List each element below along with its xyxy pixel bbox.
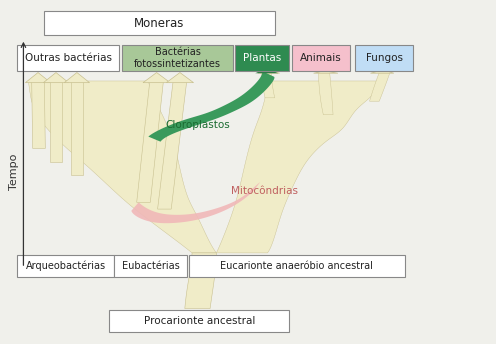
Polygon shape	[43, 73, 68, 83]
FancyBboxPatch shape	[17, 255, 114, 277]
Polygon shape	[32, 81, 45, 148]
Polygon shape	[137, 81, 163, 202]
Polygon shape	[258, 70, 280, 73]
Polygon shape	[261, 73, 275, 98]
Polygon shape	[370, 73, 390, 101]
Text: Bactérias
fotossintetizantes: Bactérias fotossintetizantes	[134, 47, 221, 68]
Polygon shape	[158, 81, 187, 209]
FancyBboxPatch shape	[17, 45, 119, 71]
Text: Eucarionte anaeróbio ancestral: Eucarionte anaeróbio ancestral	[220, 260, 373, 270]
Text: Fungos: Fungos	[366, 53, 403, 63]
FancyBboxPatch shape	[236, 45, 289, 71]
Polygon shape	[50, 81, 62, 162]
Text: Plantas: Plantas	[243, 53, 281, 63]
Polygon shape	[216, 81, 379, 253]
Text: Mitocôndrias: Mitocôndrias	[231, 185, 298, 195]
Text: Arqueobactérias: Arqueobactérias	[26, 260, 106, 271]
Polygon shape	[255, 68, 278, 73]
Polygon shape	[371, 70, 394, 73]
Polygon shape	[70, 81, 83, 175]
Polygon shape	[166, 73, 193, 83]
Polygon shape	[313, 71, 338, 73]
Text: Eubactérias: Eubactérias	[122, 260, 180, 270]
FancyBboxPatch shape	[355, 45, 413, 71]
Text: Procarionte ancestral: Procarionte ancestral	[144, 316, 255, 326]
Polygon shape	[318, 73, 333, 115]
FancyBboxPatch shape	[44, 11, 275, 35]
FancyBboxPatch shape	[114, 255, 187, 277]
Polygon shape	[185, 253, 216, 309]
FancyBboxPatch shape	[122, 45, 234, 71]
Text: Animais: Animais	[300, 53, 342, 63]
FancyBboxPatch shape	[110, 310, 289, 332]
Text: Tempo: Tempo	[9, 154, 19, 190]
FancyBboxPatch shape	[292, 45, 350, 71]
Polygon shape	[28, 81, 216, 253]
Polygon shape	[25, 73, 51, 83]
Polygon shape	[148, 71, 274, 142]
FancyBboxPatch shape	[188, 255, 405, 277]
Polygon shape	[143, 73, 170, 83]
Text: Moneras: Moneras	[134, 17, 185, 30]
Polygon shape	[64, 73, 90, 83]
Text: Cloroplastos: Cloroplastos	[165, 120, 230, 130]
Text: Outras bactérias: Outras bactérias	[25, 53, 112, 63]
Polygon shape	[131, 182, 260, 223]
